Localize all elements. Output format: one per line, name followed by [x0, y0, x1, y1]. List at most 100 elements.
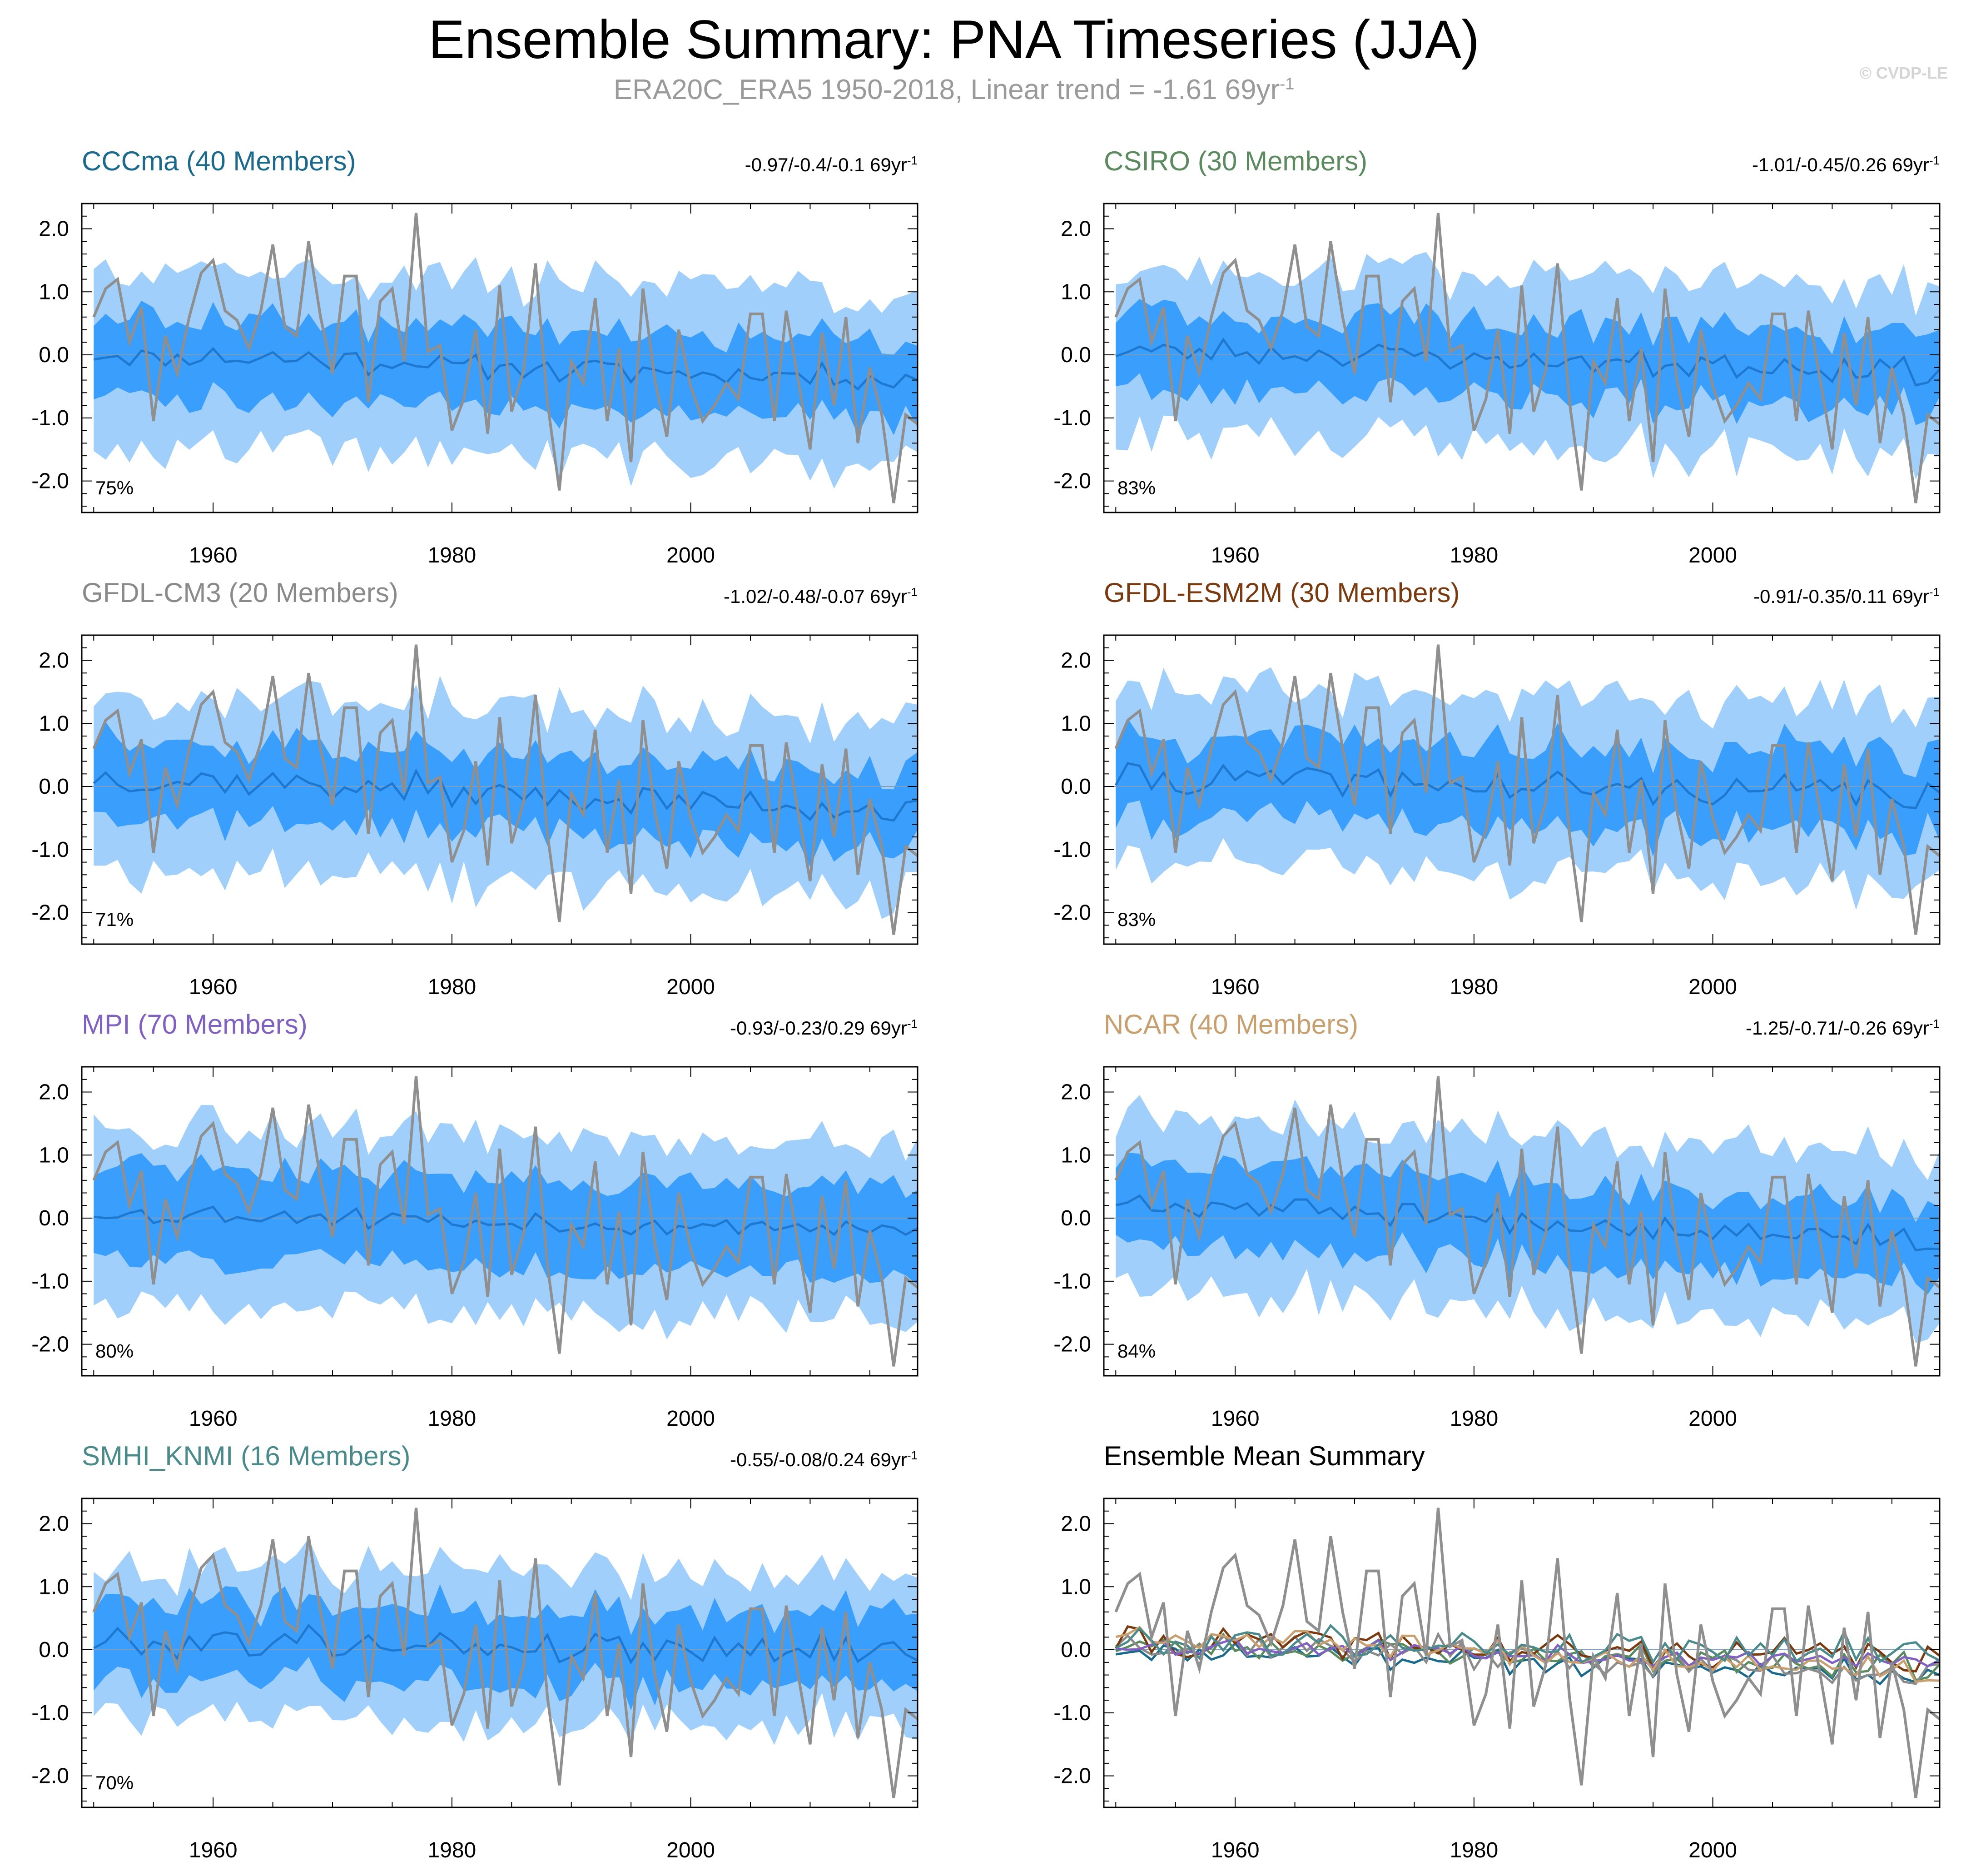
- panel-cccma: CCCma (40 Members) -0.97/-0.4/-0.1 69yr-1…: [0, 145, 936, 568]
- panel-smhi-knmi: SMHI_KNMI (16 Members) -0.55/-0.08/0.24 6…: [0, 1440, 936, 1863]
- trend-superscript: -1: [1929, 1017, 1940, 1030]
- y-tick-label: 2.0: [39, 1080, 69, 1105]
- percent-label: 83%: [1117, 909, 1156, 930]
- chart-cccma: 2.0 1.0 0.0 -1.0 -2.0 1960 1980 2000 75%: [31, 203, 918, 567]
- plot-area: 2.0 1.0 0.0 -1.0 -2.0 1960 1980 2000: [1053, 1498, 1941, 1862]
- x-tick-label: 1980: [1450, 975, 1498, 999]
- y-tick-label: -2.0: [31, 1333, 69, 1357]
- y-tick-label: 2.0: [1061, 1080, 1091, 1105]
- y-tick-label: -1.0: [1053, 1701, 1091, 1725]
- trend-superscript: -1: [907, 154, 918, 167]
- plot-area: 2.0 1.0 0.0 -1.0 -2.0 1960 1980 2000 70%: [31, 1498, 918, 1862]
- x-tick-label: 2000: [1688, 975, 1737, 999]
- subtitle-text: ERA20C_ERA5 1950-2018, Linear trend = -1…: [613, 74, 1280, 105]
- x-tick-label: 1980: [427, 543, 476, 567]
- plot-frame: [81, 1066, 918, 1377]
- trend-superscript: -1: [1929, 154, 1940, 167]
- y-tick-label: 1.0: [1061, 280, 1091, 304]
- panel-title: NCAR (40 Members): [1104, 1009, 1359, 1040]
- panel-trend-label: -0.55/-0.08/0.24 69yr-1: [730, 1448, 918, 1471]
- trend-superscript: -1: [907, 1448, 918, 1462]
- y-tick-label: -1.0: [1053, 1269, 1091, 1294]
- panel-gfdl-cm3: GFDL-CM3 (20 Members) -1.02/-0.48/-0.07 6…: [0, 577, 936, 1000]
- trend-superscript: -1: [907, 585, 918, 599]
- y-tick-label: 0.0: [1061, 343, 1091, 367]
- y-tick-label: 2.0: [39, 1512, 69, 1536]
- x-tick-label: 1980: [427, 1407, 476, 1431]
- x-tick-label: 2000: [1688, 543, 1737, 567]
- percent-label: 70%: [95, 1772, 134, 1793]
- y-tick-label: -2.0: [1053, 901, 1091, 925]
- plot-frame: [1103, 1066, 1941, 1377]
- page-title: Ensemble Summary: PNA Timeseries (JJA): [428, 9, 1479, 70]
- observed-line: [92, 1508, 918, 1798]
- panel-title: CSIRO (30 Members): [1104, 146, 1368, 176]
- trend-superscript: -1: [1929, 585, 1940, 599]
- chart-mpi: 2.0 1.0 0.0 -1.0 -2.0 1960 1980 2000 80%: [31, 1066, 918, 1431]
- panel-ensemble-mean-summary: Ensemble Mean Summary 2.0 1.0 0.0 -1.0 -2.0 19…: [1022, 1440, 1958, 1863]
- plot-frame: [81, 203, 918, 513]
- trend-text: -1.25/-0.71/-0.26 69yr: [1745, 1017, 1929, 1039]
- chart-gfdl-cm3: 2.0 1.0 0.0 -1.0 -2.0 1960 1980 2000 71%: [31, 634, 918, 999]
- y-tick-label: 0.0: [1061, 1638, 1091, 1662]
- y-tick-label: -2.0: [31, 469, 69, 493]
- trend-text: -0.55/-0.08/0.24 69yr: [730, 1449, 907, 1470]
- y-tick-label: 1.0: [39, 280, 69, 304]
- y-tick-label: 1.0: [39, 1575, 69, 1599]
- x-tick-label: 1960: [1211, 975, 1260, 999]
- trend-text: -0.97/-0.4/-0.1 69yr: [745, 154, 907, 175]
- y-tick-label: -2.0: [1053, 1333, 1091, 1357]
- panel-trend-label: -1.02/-0.48/-0.07 69yr-1: [724, 585, 918, 607]
- y-tick-label: 0.0: [39, 775, 69, 799]
- chart-smhi-knmi: 2.0 1.0 0.0 -1.0 -2.0 1960 1980 2000 70%: [31, 1498, 918, 1862]
- y-tick-label: 2.0: [39, 217, 69, 241]
- y-tick-label: 0.0: [39, 343, 69, 367]
- trend-text: -0.93/-0.23/0.29 69yr: [730, 1017, 907, 1039]
- inner-range-band: [94, 300, 918, 435]
- plot-frame: [1103, 634, 1941, 945]
- observed-line: [1114, 1508, 1941, 1798]
- y-tick-label: -2.0: [31, 901, 69, 925]
- y-tick-label: 1.0: [39, 1143, 69, 1167]
- chart-gfdl-esm2m: 2.0 1.0 0.0 -1.0 -2.0 1960 1980 2000 83%: [1053, 634, 1941, 999]
- panel-title: Ensemble Mean Summary: [1104, 1441, 1425, 1471]
- x-tick-label: 1980: [1450, 1838, 1498, 1862]
- y-tick-label: -1.0: [31, 406, 69, 430]
- chart-ensemble-mean-summary: 2.0 1.0 0.0 -1.0 -2.0 1960 1980 2000: [1053, 1498, 1941, 1862]
- x-tick-label: 1980: [427, 975, 476, 999]
- x-tick-label: 1960: [1211, 1838, 1260, 1862]
- trend-text: -1.01/-0.45/0.26 69yr: [1752, 154, 1929, 175]
- plot-frame: [1103, 203, 1941, 513]
- x-tick-label: 2000: [666, 1838, 715, 1862]
- observed-line: [92, 213, 918, 503]
- x-tick-label: 2000: [666, 1407, 715, 1431]
- trend-text: -0.91/-0.35/0.11 69yr: [1753, 586, 1929, 607]
- chart-ncar: 2.0 1.0 0.0 -1.0 -2.0 1960 1980 2000 84%: [1053, 1066, 1941, 1431]
- panel-ncar: NCAR (40 Members) -1.25/-0.71/-0.26 69yr-…: [1022, 1009, 1958, 1431]
- x-tick-label: 2000: [1688, 1407, 1737, 1431]
- percent-label: 75%: [95, 477, 134, 498]
- y-tick-label: 2.0: [1061, 217, 1091, 241]
- x-tick-label: 1980: [427, 1838, 476, 1862]
- observed-line: [92, 644, 918, 935]
- panel-trend-label: -0.97/-0.4/-0.1 69yr-1: [745, 154, 918, 176]
- y-tick-label: -1.0: [1053, 838, 1091, 862]
- y-tick-label: 0.0: [1061, 775, 1091, 799]
- observed-line: [1114, 644, 1941, 935]
- y-tick-label: 2.0: [39, 649, 69, 673]
- plot-area: 2.0 1.0 0.0 -1.0 -2.0 1960 1980 2000 83%: [1053, 634, 1941, 999]
- y-tick-label: 0.0: [39, 1206, 69, 1230]
- x-tick-label: 1960: [189, 543, 238, 567]
- subtitle-superscript: -1: [1280, 74, 1295, 93]
- panel-csiro: CSIRO (30 Members) -1.01/-0.45/0.26 69yr-…: [1022, 145, 1958, 568]
- plot-frame: [81, 634, 918, 945]
- chart-csiro: 2.0 1.0 0.0 -1.0 -2.0 1960 1980 2000 83%: [1053, 203, 1941, 567]
- observed-line: [1114, 213, 1941, 503]
- y-tick-label: -1.0: [1053, 406, 1091, 430]
- y-tick-label: -2.0: [31, 1764, 69, 1788]
- x-tick-label: 2000: [1688, 1838, 1737, 1862]
- y-tick-label: -2.0: [1053, 1764, 1091, 1788]
- y-tick-label: -1.0: [31, 1269, 69, 1294]
- observed-line: [1114, 1076, 1941, 1367]
- plot-area: 2.0 1.0 0.0 -1.0 -2.0 1960 1980 2000 80%: [31, 1066, 918, 1431]
